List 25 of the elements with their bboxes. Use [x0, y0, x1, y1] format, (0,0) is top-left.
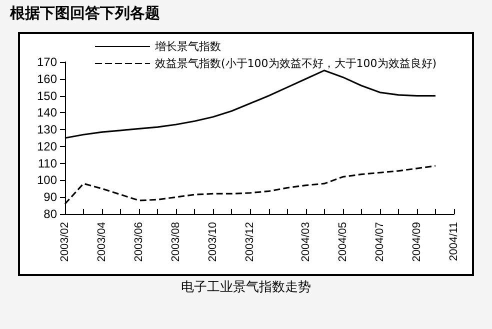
- y-tick-label: 160: [36, 72, 58, 86]
- y-tick-label: 170: [36, 55, 58, 69]
- y-tick-label: 90: [44, 190, 58, 204]
- x-tick-label: 2003/10: [207, 222, 220, 262]
- y-tick-label: 80: [44, 207, 58, 221]
- x-tick-label: 2004/09: [410, 222, 423, 262]
- legend-label: 增长景气指数: [154, 40, 221, 53]
- x-tick-label: 2003/04: [96, 222, 108, 262]
- y-tick-label: 110: [38, 156, 58, 170]
- x-tick-label: 2004/11: [448, 222, 460, 261]
- chart-title: 根据下图回答下列各题: [10, 4, 160, 23]
- y-tick-label: 120: [36, 139, 58, 154]
- x-tick-label: 2003/08: [170, 222, 182, 262]
- text: 电子工业景气指数走势: [180, 279, 312, 296]
- y-tick-label: 130: [36, 122, 58, 137]
- y-tick-label: 140: [36, 106, 58, 120]
- x-tick-label: 2004/03: [300, 222, 312, 262]
- x-tick-label: 2003/02: [59, 222, 71, 262]
- x-tick-label: 2004/07: [374, 222, 386, 262]
- legend-label: 效益景气指数(小于100为效益不好，大于100为效益良好): [155, 57, 437, 70]
- x-tick-label: 2003/06: [133, 222, 146, 262]
- x-tick-label: 2004/05: [336, 222, 349, 262]
- x-tick-label: 2003/12: [244, 222, 256, 262]
- y-tick-label: 150: [36, 88, 58, 103]
- y-tick-label: 100: [36, 173, 58, 188]
